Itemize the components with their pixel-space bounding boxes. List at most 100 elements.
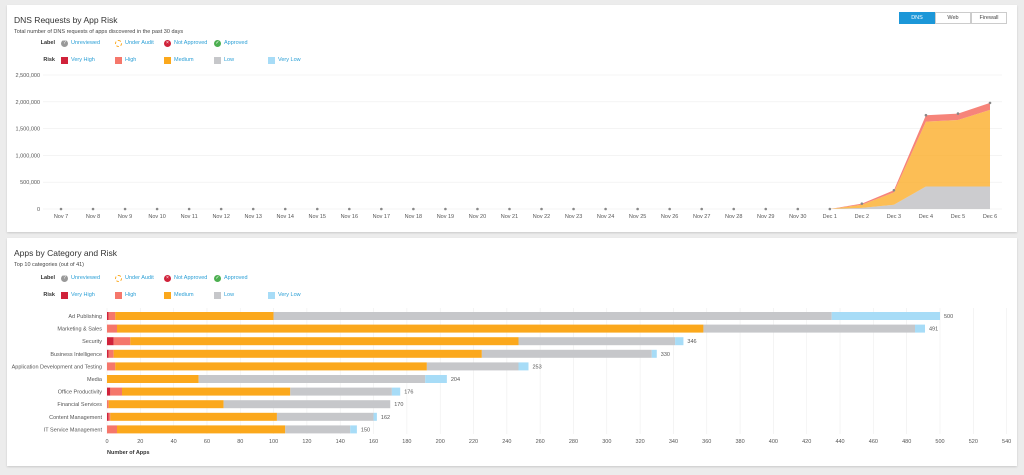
risk-legend-title: Risk bbox=[43, 292, 55, 298]
bar-medium bbox=[121, 387, 291, 396]
x-tick-label: Dec 5 bbox=[951, 214, 965, 220]
under-audit-icon bbox=[115, 39, 122, 47]
bar-medium bbox=[130, 337, 519, 346]
color-swatch-icon bbox=[61, 291, 68, 299]
bar-medium bbox=[110, 412, 277, 421]
x-tick-label: Nov 18 bbox=[405, 214, 422, 220]
bar-very-low bbox=[831, 312, 940, 320]
legend-item-risk[interactable]: Very Low bbox=[268, 56, 301, 64]
x-tick-label: Nov 9 bbox=[118, 214, 132, 220]
bar-high bbox=[107, 362, 116, 371]
legend-item-risk[interactable]: Very High bbox=[61, 56, 95, 64]
category-label: Security bbox=[82, 339, 102, 345]
bar-very-low bbox=[915, 324, 926, 333]
bar-low bbox=[518, 337, 676, 346]
bar-very-low bbox=[425, 375, 447, 383]
legend-item-label[interactable]: × Not Approved bbox=[164, 274, 208, 282]
legend-item-label[interactable]: ✓ Approved bbox=[214, 39, 248, 47]
category-label: Application Development and Testing bbox=[12, 364, 102, 370]
category-label: Media bbox=[87, 377, 103, 383]
tab-web[interactable]: Web bbox=[935, 12, 971, 24]
x-tick-label: 40 bbox=[171, 439, 177, 445]
data-point bbox=[508, 207, 511, 211]
x-tick-label: Nov 24 bbox=[597, 214, 614, 220]
legend-item-label[interactable]: ? Unreviewed bbox=[61, 274, 100, 282]
x-tick-label: 300 bbox=[602, 439, 611, 445]
color-swatch-icon bbox=[268, 56, 275, 64]
category-label: Business Intelligence bbox=[50, 352, 102, 358]
bar-total-label: 253 bbox=[532, 364, 541, 370]
legend-item-risk[interactable]: Medium bbox=[164, 56, 194, 64]
x-tick-label: Dec 3 bbox=[887, 214, 901, 220]
legend-item-risk[interactable]: Very Low bbox=[268, 291, 301, 299]
data-point bbox=[796, 207, 800, 211]
bar-total-label: 204 bbox=[451, 377, 460, 383]
x-tick-label: 60 bbox=[204, 439, 210, 445]
bar-medium bbox=[115, 362, 427, 371]
area-low bbox=[61, 186, 990, 209]
legend-item-label[interactable]: Under Audit bbox=[115, 39, 154, 47]
legend-item-label[interactable]: ? Unreviewed bbox=[61, 39, 100, 47]
bar-medium bbox=[113, 349, 482, 358]
color-swatch-icon bbox=[164, 56, 171, 64]
label-legend-title: Label bbox=[40, 275, 55, 281]
legend-text: Not Approved bbox=[174, 40, 208, 46]
legend-item-risk[interactable]: Low bbox=[214, 56, 234, 64]
x-tick-label: Nov 11 bbox=[181, 214, 198, 220]
x-tick-label: Nov 21 bbox=[501, 214, 518, 220]
x-tick-label: 460 bbox=[869, 439, 878, 445]
bar-low bbox=[273, 312, 832, 320]
x-tick-label: 480 bbox=[902, 439, 911, 445]
legend-item-risk[interactable]: High bbox=[115, 56, 136, 64]
x-tick-label: Nov 23 bbox=[565, 214, 582, 220]
data-point bbox=[860, 202, 864, 205]
x-tick-label: 540 bbox=[1002, 439, 1011, 445]
panel-subtitle: Top 10 categories (out of 41) bbox=[14, 262, 85, 268]
data-point bbox=[91, 207, 95, 211]
bar-very-low bbox=[391, 387, 401, 396]
x-tick-label: 20 bbox=[137, 439, 143, 445]
category-label: Ad Publishing bbox=[68, 314, 102, 320]
tab-dns[interactable]: DNS bbox=[899, 12, 935, 24]
bar-low bbox=[198, 375, 426, 383]
bar-high bbox=[110, 387, 122, 396]
panel-subtitle: Total number of DNS requests of apps dis… bbox=[14, 29, 184, 35]
category-label: Office Productivity bbox=[58, 390, 102, 396]
source-toggle: DNS Web Firewall bbox=[899, 12, 1007, 24]
legend-item-label[interactable]: × Not Approved bbox=[164, 39, 208, 47]
y-tick-label: 1,000,000 bbox=[16, 153, 40, 159]
tab-firewall[interactable]: Firewall bbox=[971, 12, 1007, 24]
apps-category-panel: Apps by Category and Risk Top 10 categor… bbox=[7, 238, 1017, 466]
x-tick-label: 320 bbox=[636, 439, 645, 445]
dns-requests-panel: DNS Requests by App Risk DNS Web Firewal… bbox=[7, 5, 1017, 232]
x-tick-label: Nov 7 bbox=[54, 214, 68, 220]
x-tick-label: Nov 12 bbox=[212, 214, 229, 220]
legend-text: Not Approved bbox=[174, 275, 208, 281]
not-approved-icon: × bbox=[164, 274, 171, 282]
legend-item-risk[interactable]: Low bbox=[214, 291, 234, 299]
apps-bar-chart: 0 20 40 60 80 100 120 140 160 180 200 220 240 260 280 3… bbox=[12, 308, 1011, 456]
data-point bbox=[380, 207, 383, 211]
legend-item-label[interactable]: ✓ Approved bbox=[214, 274, 248, 282]
legend-item-risk[interactable]: Medium bbox=[164, 291, 194, 299]
legend-item-risk[interactable]: Very High bbox=[61, 291, 95, 299]
legend-item-risk[interactable]: High bbox=[115, 291, 137, 299]
x-tick-label: Nov 8 bbox=[86, 214, 100, 220]
bar-very-high bbox=[107, 337, 114, 346]
x-tick-label: Nov 19 bbox=[437, 214, 454, 220]
category-label: Content Management bbox=[49, 415, 102, 421]
x-tick-label: 240 bbox=[502, 439, 511, 445]
data-point bbox=[540, 207, 543, 211]
color-swatch-icon bbox=[164, 291, 171, 299]
x-tick-label: 520 bbox=[969, 439, 978, 445]
data-point bbox=[155, 207, 159, 211]
dns-area-chart: 0 500,000 1,000,000 1,500,000 2,000,000 2,500… bbox=[16, 73, 1002, 220]
legend-text: High bbox=[125, 292, 137, 298]
x-tick-label: Nov 14 bbox=[277, 214, 294, 220]
legend-item-label[interactable]: Under Audit bbox=[115, 274, 154, 282]
legend-text: Very Low bbox=[278, 292, 301, 298]
x-tick-label: Nov 26 bbox=[661, 214, 678, 220]
bar-total-label: 346 bbox=[687, 339, 696, 345]
y-tick-label: 0 bbox=[37, 207, 40, 213]
x-tick-label: 500 bbox=[935, 439, 944, 445]
